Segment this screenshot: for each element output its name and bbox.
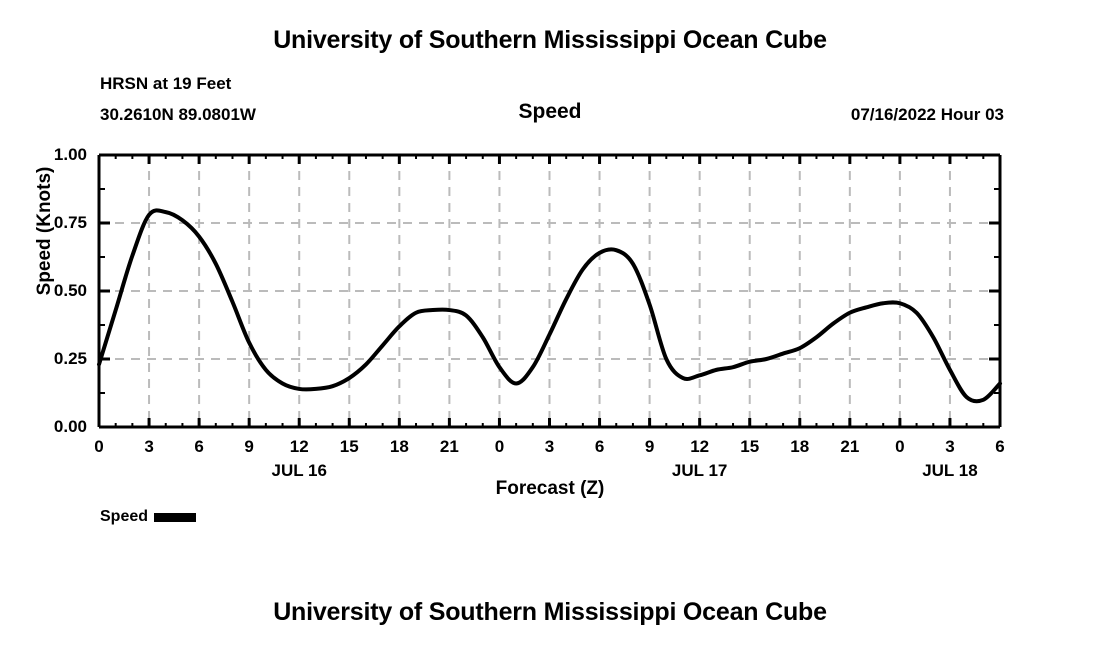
x-tick-label: 9	[244, 437, 254, 456]
x-axis-label: Forecast (Z)	[495, 478, 605, 499]
x-tick-label: 15	[740, 437, 760, 456]
x-tick-label: 21	[439, 437, 459, 456]
axis-ticks	[97, 153, 1002, 429]
x-tick-label: 3	[945, 437, 955, 456]
x-tick-label: 18	[790, 437, 810, 456]
x-tick-label: 6	[995, 437, 1005, 456]
legend: Speed	[100, 508, 197, 526]
variable-label: Speed	[518, 100, 582, 123]
x-tick-label: 12	[690, 437, 710, 456]
day-label: JUL 18	[922, 461, 978, 480]
page-title: University of Southern Mississippi Ocean…	[273, 26, 827, 54]
footer-title: University of Southern Mississippi Ocean…	[273, 598, 827, 626]
x-tick-label: 0	[494, 437, 505, 456]
legend-label: Speed	[100, 508, 149, 525]
run-datetime-label: 07/16/2022 Hour 03	[850, 105, 1004, 124]
x-tick-label: 3	[144, 437, 154, 456]
legend-swatch-icon	[154, 512, 197, 522]
y-tick-label: 0.75	[53, 213, 87, 232]
x-tick-label: 3	[544, 437, 555, 456]
day-label: JUL 16	[271, 461, 327, 480]
x-tick-label: 15	[339, 437, 359, 456]
x-tick-label: 0	[895, 437, 905, 456]
y-tick-label: 0.25	[53, 349, 87, 368]
y-tick-label: 0.50	[53, 281, 87, 300]
y-tick-label: 0.00	[53, 417, 87, 436]
x-tick-label: 21	[840, 437, 860, 456]
x-tick-label: 12	[289, 437, 309, 456]
x-tick-label: 6	[194, 437, 204, 456]
x-tick-label: 6	[594, 437, 605, 456]
x-tick-label: 9	[644, 437, 655, 456]
gridlines	[98, 155, 1001, 427]
x-tick-label: 0	[94, 437, 104, 456]
coordinates-label: 30.2610N 89.0801W	[100, 105, 256, 124]
day-label: JUL 17	[671, 461, 728, 480]
speed-line	[97, 208, 1002, 404]
x-tick-label: 18	[389, 437, 409, 456]
y-tick-label: 1.00	[53, 145, 87, 164]
station-label: HRSN at 19 Feet	[100, 74, 232, 93]
